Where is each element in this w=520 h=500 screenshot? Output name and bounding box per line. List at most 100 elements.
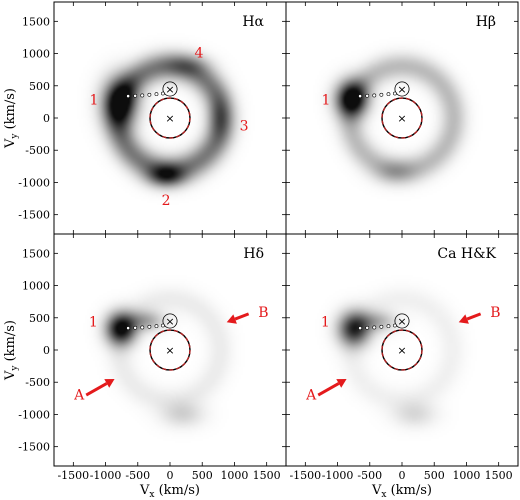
- arrow-B-head: [458, 314, 469, 324]
- emission-map: [286, 2, 518, 234]
- annotation-1: 1: [321, 92, 330, 108]
- x-tick-label: 500: [192, 469, 213, 482]
- x-tick-label: -1000: [322, 469, 354, 482]
- x-axis-label-left: Vx (km/s): [139, 483, 200, 500]
- stream-point: [386, 324, 391, 329]
- arrow-A-head: [336, 379, 347, 388]
- stream-point: [133, 93, 138, 98]
- y-tick-label: -1000: [18, 176, 50, 189]
- annotation-B: B: [490, 305, 500, 321]
- x-tick-label: 1500: [485, 469, 513, 482]
- secondary-lobe: [394, 313, 410, 329]
- panel-label: Ca H&K: [437, 246, 496, 262]
- primary-lobe-dashed: [381, 97, 423, 139]
- secondary-lobe: [162, 313, 178, 329]
- annotation-2: 2: [162, 193, 171, 209]
- panel-4: × × Ca H&K 1 A B: [286, 234, 518, 466]
- x-axis-label-right: Vx (km/s): [371, 483, 432, 500]
- secondary-center-marker: ×: [165, 315, 174, 328]
- y-tick-label: -500: [25, 376, 50, 389]
- panels-layer: × × Hα 1 2 3 4 × × Hβ 1 × × Hδ 1 A B × × Ca H&K 1 A B: [54, 2, 518, 466]
- annotation-1: 1: [89, 92, 98, 108]
- annotation-A: A: [73, 387, 85, 403]
- panel-3: × × Hδ 1 A B: [54, 234, 286, 466]
- emission-map: [286, 234, 518, 466]
- y-tick-label: -500: [25, 144, 50, 157]
- panel-1: × × Hα 1 2 3 4: [54, 2, 286, 234]
- annotation-1: 1: [321, 315, 330, 331]
- annotation-3: 3: [240, 119, 249, 135]
- arrow-A-shaft: [85, 382, 108, 397]
- arrow-B-shaft: [466, 312, 482, 321]
- stream-point: [147, 324, 152, 329]
- y-tick-label: -1000: [18, 408, 50, 421]
- stream-point: [358, 326, 363, 330]
- primary-lobe-dashed: [381, 329, 423, 371]
- stream-point: [379, 324, 384, 329]
- y-tick-label: -1500: [18, 209, 50, 222]
- x-tick-label: 0: [167, 469, 174, 482]
- y-tick-label: 1500: [22, 247, 50, 260]
- primary-lobe-dashed: [149, 329, 191, 371]
- stream-point: [393, 323, 397, 328]
- annotation-1: 1: [89, 315, 98, 331]
- stream-point: [365, 325, 370, 330]
- y-tick-label: 0: [43, 112, 50, 125]
- x-tick-label: 0: [399, 469, 406, 482]
- primary-lobe-dashed: [149, 97, 191, 139]
- stream-point: [372, 93, 377, 98]
- secondary-center-marker: ×: [165, 83, 174, 96]
- x-tick-label: 1000: [452, 469, 480, 482]
- x-tick-label: -500: [125, 469, 150, 482]
- stream-point: [161, 91, 165, 96]
- arrow-A-shaft: [317, 382, 340, 397]
- arrow-B-head: [226, 314, 237, 324]
- x-tick-label: -1500: [57, 469, 89, 482]
- secondary-center-marker: ×: [397, 83, 406, 96]
- stream-point: [126, 94, 131, 98]
- primary-center-marker: ×: [397, 344, 406, 357]
- stream-point: [154, 324, 159, 329]
- panel-label: Hδ: [243, 246, 264, 262]
- axes-layer: -1500-1000-500050010001500-1500-1000-500…: [3, 1, 519, 500]
- stream-point: [140, 93, 145, 98]
- x-tick-label: 1000: [220, 469, 248, 482]
- panel-2: × × Hβ 1: [286, 2, 518, 234]
- annotation-A: A: [305, 387, 317, 403]
- primary-center-marker: ×: [165, 344, 174, 357]
- stream-point: [140, 325, 145, 330]
- stream-point: [147, 92, 152, 97]
- stream-point: [358, 94, 363, 98]
- x-tick-label: 1500: [253, 469, 281, 482]
- x-tick-label: -1000: [90, 469, 122, 482]
- secondary-lobe: [162, 81, 178, 97]
- panel-label: Hβ: [476, 14, 496, 30]
- stream-point: [393, 91, 397, 96]
- annotation-B: B: [258, 305, 268, 321]
- secondary-lobe: [394, 81, 410, 97]
- x-tick-label: -500: [357, 469, 382, 482]
- secondary-center-marker: ×: [397, 315, 406, 328]
- x-tick-label: -1500: [289, 469, 321, 482]
- arrow-B-shaft: [234, 312, 250, 321]
- emission-map: [54, 234, 286, 466]
- y-axis-label-top: Vy (km/s): [3, 88, 20, 149]
- y-axis-label-bottom: Vy (km/s): [3, 320, 20, 381]
- y-tick-label: 1000: [22, 280, 50, 293]
- y-tick-label: 500: [29, 80, 50, 93]
- x-tick-label: 500: [424, 469, 445, 482]
- primary-center-marker: ×: [165, 112, 174, 125]
- emission-map: [54, 2, 286, 234]
- y-tick-label: -1500: [18, 441, 50, 454]
- stream-point: [126, 326, 131, 330]
- primary-center-marker: ×: [397, 112, 406, 125]
- arrow-A-head: [104, 379, 115, 388]
- stream-point: [161, 323, 165, 328]
- y-tick-label: 0: [43, 344, 50, 357]
- stream-point: [154, 92, 159, 97]
- y-tick-label: 500: [29, 312, 50, 325]
- y-tick-label: 1000: [22, 48, 50, 61]
- panel-label: Hα: [242, 14, 264, 30]
- stream-point: [365, 93, 370, 98]
